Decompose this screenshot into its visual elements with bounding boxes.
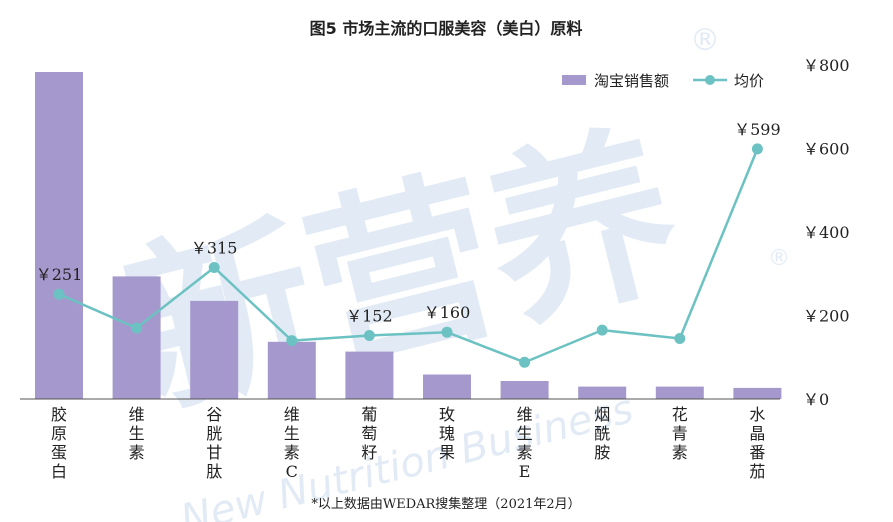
bar-0	[35, 72, 83, 399]
price-point-5	[441, 326, 453, 338]
line-series: ￥251 ￥315 ￥152 ￥160 ￥599	[36, 120, 781, 368]
y2-tick-1: ￥200	[803, 307, 850, 326]
right-axis-ticks: ￥0 ￥200 ￥400 ￥600 ￥800	[803, 56, 850, 409]
price-line	[58, 148, 759, 364]
price-label-0: ￥251	[36, 265, 83, 284]
price-label-2: ￥315	[191, 239, 238, 258]
category-label-0: 胶原蛋白	[51, 405, 67, 481]
price-point-0	[53, 288, 65, 300]
category-labels: 胶原蛋白 维生素 谷胱甘肽 维生素 C 葡萄籽 玫瑰果 维生素 E 烟酰胺 花青素 水晶番茄	[51, 405, 765, 481]
price-point-3	[286, 335, 298, 347]
price-point-9	[751, 143, 763, 155]
price-point-6	[519, 356, 531, 368]
price-label-9: ￥599	[734, 120, 781, 139]
legend: 淘宝销售额 均价	[562, 72, 764, 90]
bar-6	[500, 381, 549, 399]
category-label-8: 花青素	[672, 405, 688, 462]
bars	[35, 72, 782, 399]
bar-7	[578, 386, 627, 399]
category-label-2: 谷胱甘肽	[206, 405, 222, 481]
footnote: *以上数据由WEDAR搜集整理（2021年2月）	[311, 496, 580, 512]
watermark-mark-small: ®	[768, 246, 790, 271]
bar-8	[655, 386, 704, 399]
category-label-4: 葡萄籽	[361, 405, 377, 462]
y2-tick-3: ￥600	[803, 140, 850, 159]
y2-tick-4: ￥800	[803, 56, 850, 75]
price-point-8	[674, 333, 686, 344]
chart-title: 图5 市场主流的口服美容（美白）原料	[310, 19, 583, 38]
y2-tick-2: ￥400	[803, 223, 850, 242]
category-label-3: 维生素 C	[284, 405, 300, 481]
bar-3	[267, 341, 316, 399]
legend-line-marker	[705, 75, 715, 85]
y2-tick-0: ￥0	[803, 390, 829, 409]
bar-4	[345, 351, 394, 399]
category-label-5: 玫瑰果	[439, 405, 455, 462]
price-point-1	[131, 322, 143, 334]
legend-bar-label: 淘宝销售额	[594, 72, 669, 90]
price-point-2	[208, 262, 220, 273]
category-label-6: 维生素 E	[517, 405, 533, 481]
legend-line-label: 均价	[734, 72, 764, 90]
price-label-4: ￥152	[346, 307, 393, 326]
legend-bar-swatch	[562, 75, 586, 85]
category-label-1: 维生素	[129, 405, 145, 462]
bar-5	[423, 374, 471, 399]
price-point-4	[363, 330, 375, 341]
category-label-9: 水晶番茄	[749, 405, 765, 481]
bar-1	[112, 276, 161, 399]
category-label-7: 烟酰胺	[594, 405, 610, 462]
watermark-mark: ®	[690, 23, 720, 58]
price-point-7	[596, 324, 608, 336]
bar-2	[190, 300, 239, 399]
price-label-5: ￥160	[424, 303, 471, 322]
bar-9	[733, 387, 782, 399]
